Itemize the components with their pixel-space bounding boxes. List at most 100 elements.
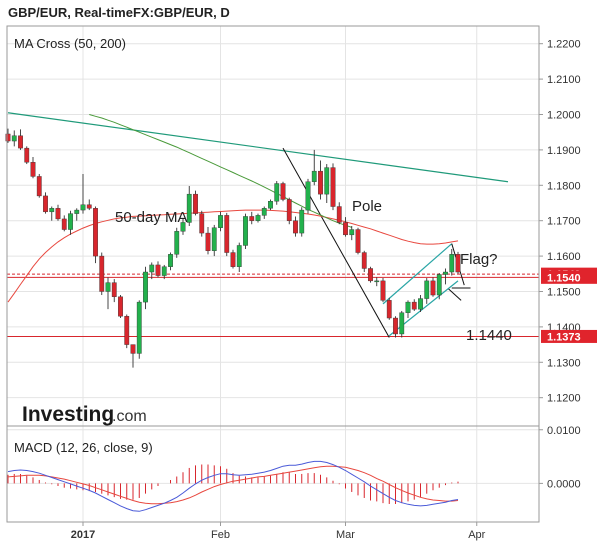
candle-body — [105, 282, 111, 292]
ma50-line — [7, 209, 459, 303]
candle — [18, 129, 23, 150]
candle — [168, 252, 173, 271]
candle — [68, 210, 73, 235]
candle — [430, 277, 436, 297]
candle-body — [386, 300, 392, 319]
candle — [43, 192, 48, 214]
candle — [299, 207, 305, 237]
y-axis-main: 1.12001.13001.14001.15001.16001.17001.18… — [539, 39, 581, 405]
candle — [336, 202, 342, 225]
pole-annotation: Pole — [352, 198, 382, 215]
main-panel-title: MA Cross (50, 200) — [14, 36, 126, 51]
candle — [111, 279, 117, 303]
price-badge-label: 1.1540 — [547, 272, 581, 284]
candle — [261, 206, 267, 219]
candle-body — [418, 298, 423, 310]
candle-body — [136, 301, 142, 354]
y-tick-label: 1.1800 — [547, 180, 581, 192]
candle — [443, 268, 448, 285]
target-annotation: 1.1440 — [466, 327, 512, 344]
macd-histogram — [7, 464, 459, 504]
candle-body — [118, 296, 123, 317]
candle-body — [124, 316, 130, 345]
logo-suffix: .com — [112, 408, 147, 425]
candle — [180, 218, 186, 235]
y-tick-label: 1.1700 — [547, 216, 581, 228]
investing-logo: Investing .com — [22, 403, 147, 426]
candle — [205, 227, 211, 255]
candle — [343, 217, 348, 237]
candle — [174, 227, 180, 258]
price-badge-label: 1.1373 — [547, 331, 581, 343]
candle-body — [268, 201, 273, 209]
candle — [136, 300, 142, 359]
candle — [280, 181, 286, 202]
candle-body — [436, 274, 442, 296]
candle-body — [293, 220, 298, 234]
candle-body — [449, 254, 455, 273]
candle-body — [5, 133, 11, 142]
candle-body — [11, 135, 17, 142]
candle-body — [430, 280, 436, 296]
candle — [143, 266, 148, 310]
candle-body — [149, 264, 155, 273]
candle-body — [143, 271, 148, 303]
candle — [399, 310, 405, 338]
candle — [161, 264, 167, 280]
candle-body — [193, 193, 198, 214]
candle-body — [343, 222, 348, 236]
candle-body — [199, 213, 205, 234]
candle — [130, 344, 136, 368]
candle — [349, 226, 355, 241]
candle — [368, 266, 373, 283]
candle — [393, 316, 398, 338]
candle — [193, 190, 198, 216]
candle-body — [261, 208, 267, 216]
candle — [268, 199, 273, 211]
candle-body — [99, 255, 105, 292]
candle — [330, 163, 336, 211]
x-tick-label: Mar — [336, 529, 355, 541]
y-tick-label: 1.1900 — [547, 145, 581, 157]
candle — [418, 295, 423, 313]
candle — [286, 197, 292, 225]
candle — [149, 262, 155, 280]
candle-body — [93, 208, 98, 257]
ma-annotation: 50-day MA — [115, 209, 188, 226]
candle-body — [86, 204, 92, 209]
y-tick-label: 1.1300 — [547, 357, 581, 369]
candle-body — [43, 195, 48, 213]
candle — [24, 146, 30, 165]
candle-body — [286, 199, 292, 221]
price-badge: 1.1540 — [541, 270, 597, 284]
candle-body — [236, 245, 242, 267]
price-badge-bg — [541, 270, 597, 284]
candle — [386, 297, 392, 320]
y-tick-label: 1.1500 — [547, 286, 581, 298]
x-tick-label: Apr — [468, 529, 485, 541]
candle-body — [443, 271, 448, 275]
candle-body — [111, 282, 117, 297]
candle — [55, 204, 61, 221]
candle-body — [399, 312, 405, 335]
annotations: 50-day MA Pole Flag? 1.1440 — [115, 198, 512, 344]
x-tick-label: Feb — [211, 529, 230, 541]
candle — [218, 211, 223, 232]
candle-body — [249, 216, 255, 221]
candle-body — [355, 229, 361, 253]
candle-body — [24, 147, 30, 163]
candle — [255, 213, 261, 223]
candle — [186, 186, 192, 226]
candle — [30, 156, 36, 179]
candle — [424, 278, 430, 304]
candle — [74, 208, 80, 221]
candle — [274, 181, 280, 205]
candle-body — [393, 317, 398, 335]
candle — [324, 164, 330, 203]
candle-body — [180, 222, 186, 232]
candle — [155, 261, 161, 278]
candle-body — [374, 280, 380, 283]
candle-body — [336, 206, 342, 223]
